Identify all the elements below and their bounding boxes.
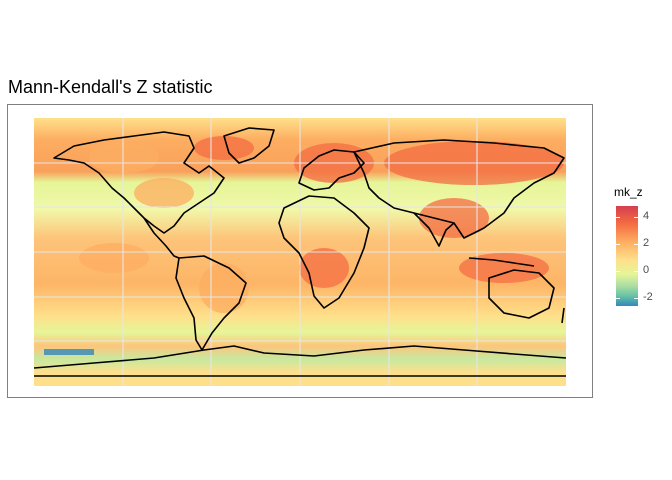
colorbar — [616, 206, 638, 306]
australia — [488, 269, 555, 319]
coastlines — [34, 127, 566, 377]
legend-tick-mark — [634, 270, 638, 272]
legend-tick-mark — [634, 297, 638, 299]
legend-tick-mark — [616, 216, 620, 218]
world-map — [34, 118, 566, 386]
africa — [278, 195, 370, 309]
europe — [298, 149, 365, 191]
legend-tick-label: 0 — [643, 263, 650, 276]
central-america — [143, 217, 180, 259]
new-zealand — [561, 307, 565, 324]
legend-tick-mark — [616, 297, 620, 299]
india — [413, 212, 455, 247]
graticule — [34, 118, 566, 386]
legend-tick-label: 2 — [643, 236, 650, 249]
legend-title: mk_z — [614, 185, 643, 199]
antarctica — [34, 345, 566, 369]
indonesia — [468, 257, 535, 267]
legend-tick-mark — [616, 270, 620, 272]
south-america — [175, 255, 247, 351]
north-america — [53, 131, 225, 234]
legend-tick-mark — [634, 243, 638, 245]
legend-tick-label: 4 — [643, 209, 650, 222]
plot-title: Mann-Kendall's Z statistic — [8, 77, 213, 97]
legend-tick-label: -2 — [643, 290, 653, 303]
legend-tick-mark — [634, 216, 638, 218]
raster-cold-patch — [44, 349, 94, 355]
asia — [353, 139, 565, 239]
greenland — [223, 127, 275, 164]
legend-tick-mark — [616, 243, 620, 245]
